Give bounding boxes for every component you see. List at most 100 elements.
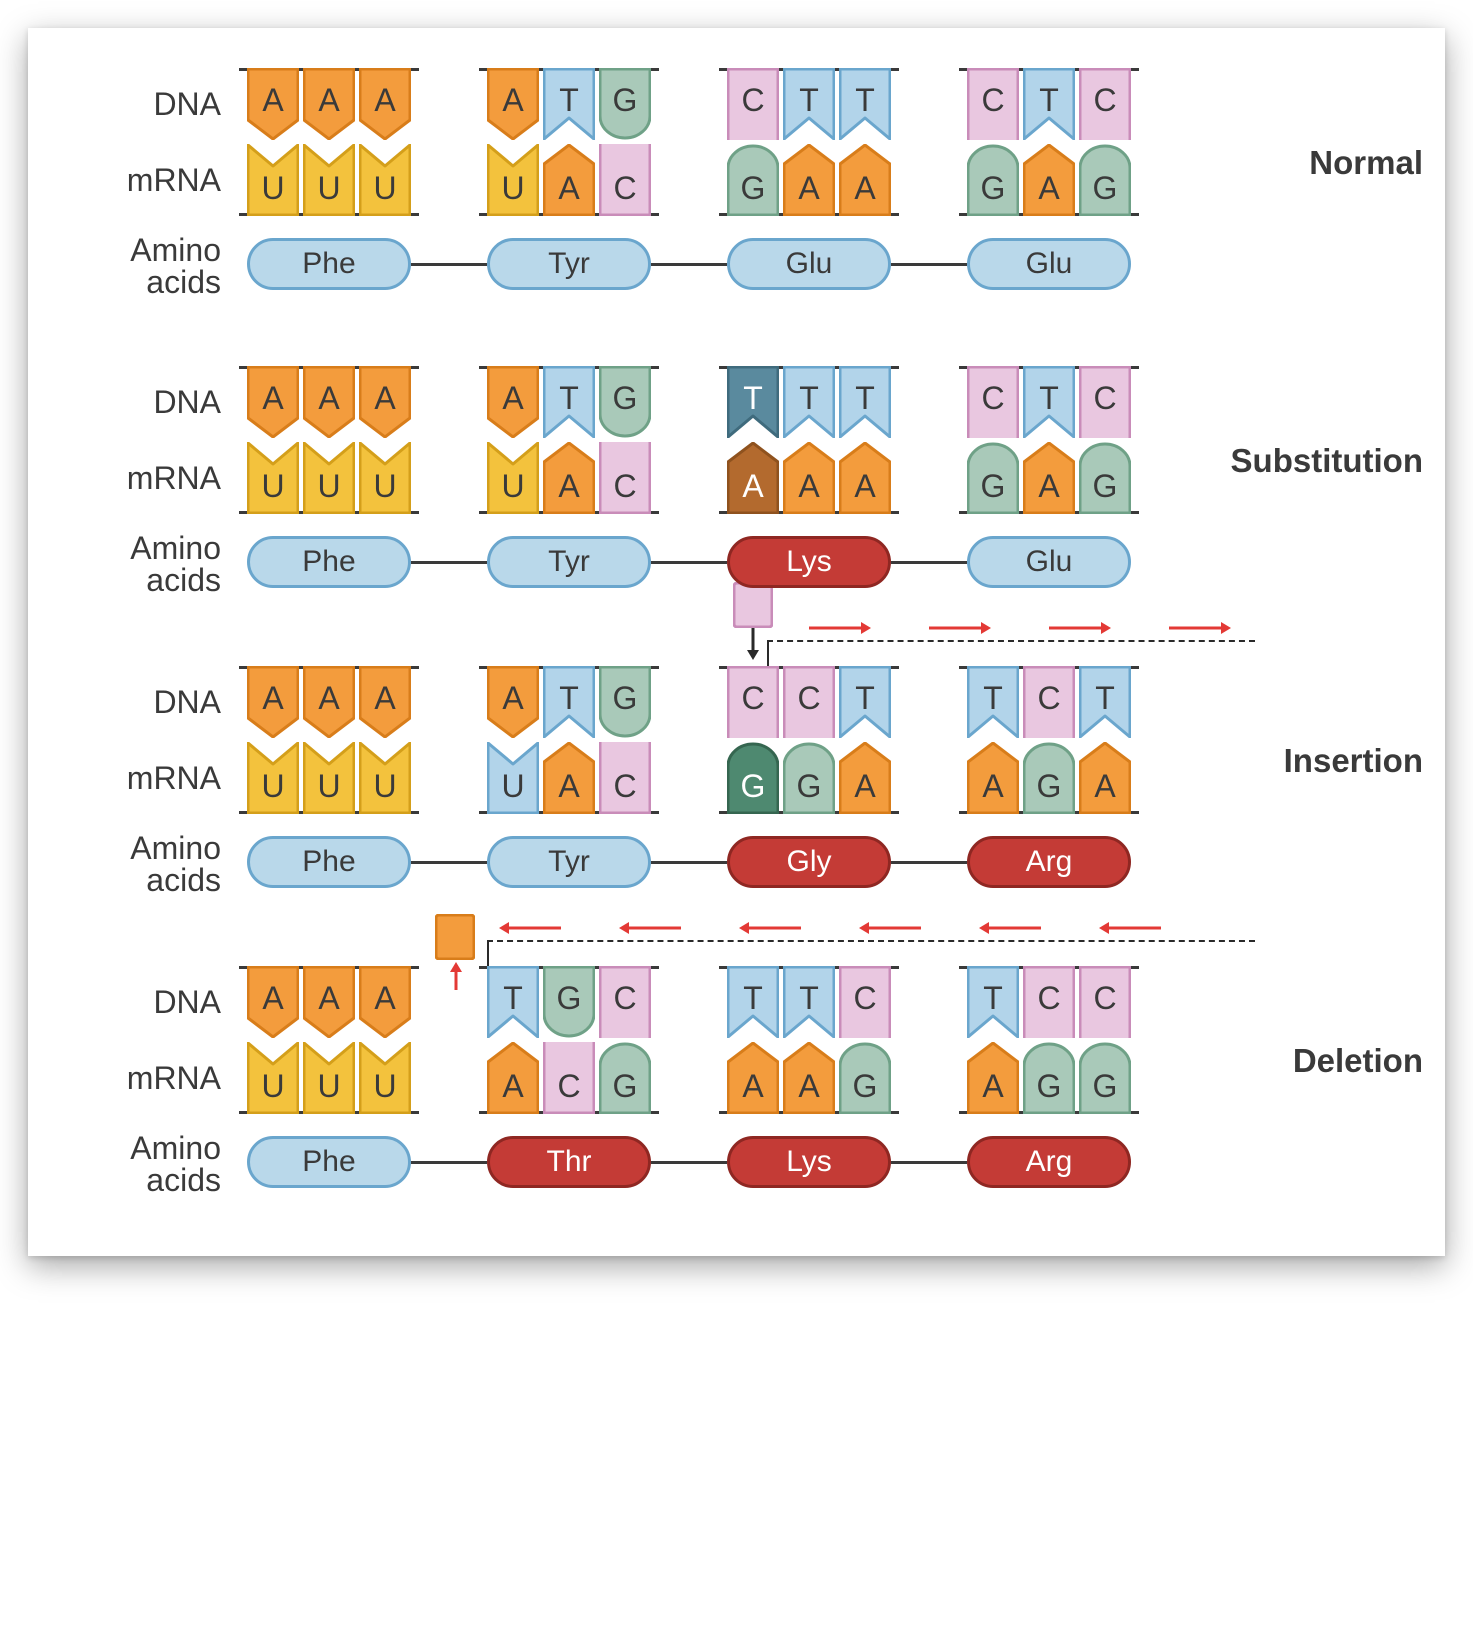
panel-normal: Normal DNA AAAATGCTTCTC mRNA UUUUACGAAGA… xyxy=(64,68,1409,298)
codon-group: ATG xyxy=(479,366,659,438)
amino-acid: Glu xyxy=(967,238,1131,290)
panel-title: Substitution xyxy=(1231,442,1423,480)
amino-acid: Lys xyxy=(727,536,891,588)
base-U: U xyxy=(247,742,299,814)
base-U: U xyxy=(247,442,299,514)
row-label-dna: DNA xyxy=(64,88,239,120)
codon-group: TTT xyxy=(719,366,899,438)
base-T: T xyxy=(967,966,1019,1038)
base-A: A xyxy=(487,666,539,738)
codon-group: CCT xyxy=(719,666,899,738)
mrna-strip: UUUUACAAAGAG xyxy=(239,442,1259,514)
codon-group: AAA xyxy=(719,442,899,514)
base-A: A xyxy=(359,666,411,738)
amino-strip: PheTyrLysGlu xyxy=(239,536,1259,592)
base-T: T xyxy=(1023,366,1075,438)
base-G: G xyxy=(1079,442,1131,514)
diagram-card: Normal DNA AAAATGCTTCTC mRNA UUUUACGAAGA… xyxy=(28,28,1445,1256)
codon-group: GAG xyxy=(959,144,1139,216)
codon-group: UAC xyxy=(479,742,659,814)
base-U: U xyxy=(487,144,539,216)
base-G: G xyxy=(727,144,779,216)
codon-group: TCT xyxy=(959,666,1139,738)
base-A: A xyxy=(303,966,355,1038)
amino-acid: Tyr xyxy=(487,836,651,888)
base-C: C xyxy=(783,666,835,738)
amino-acid: Arg xyxy=(967,1136,1131,1188)
base-C: C xyxy=(599,966,651,1038)
base-C: C xyxy=(967,366,1019,438)
base-T: T xyxy=(783,966,835,1038)
amino-strip: PheTyrGluGlu xyxy=(239,238,1259,294)
codon-group: CTT xyxy=(719,68,899,140)
base-C: C xyxy=(727,68,779,140)
base-A: A xyxy=(247,68,299,140)
base-U: U xyxy=(303,742,355,814)
base-A: A xyxy=(783,144,835,216)
base-G: G xyxy=(727,742,779,814)
mrna-strip: UUUUACGAAGAG xyxy=(239,144,1259,216)
base-C: C xyxy=(967,68,1019,140)
base-U: U xyxy=(359,144,411,216)
base-U: U xyxy=(487,442,539,514)
row-label-amino: Amino acids xyxy=(64,1132,239,1196)
base-G: G xyxy=(1079,1042,1131,1114)
base-A: A xyxy=(727,442,779,514)
base-C: C xyxy=(727,666,779,738)
base-A: A xyxy=(303,366,355,438)
codon-group: AAA xyxy=(239,666,419,738)
base-U: U xyxy=(303,442,355,514)
codon-group: GAG xyxy=(959,442,1139,514)
base-C: C xyxy=(1079,966,1131,1038)
base-G: G xyxy=(599,68,651,140)
base-T: T xyxy=(543,666,595,738)
base-T: T xyxy=(1079,666,1131,738)
base-A: A xyxy=(359,68,411,140)
codon-group: ATG xyxy=(479,666,659,738)
base-C: C xyxy=(1023,966,1075,1038)
codon-group: CTC xyxy=(959,366,1139,438)
amino-strip: PheThrLysArg xyxy=(239,1136,1259,1192)
amino-acid: Phe xyxy=(247,238,411,290)
base-A: A xyxy=(543,144,595,216)
row-label-dna: DNA xyxy=(64,986,239,1018)
base-A: A xyxy=(247,366,299,438)
panel-insertion: Insertion DNA AAAATGCCTTCT mRNA UUUUACGG… xyxy=(64,666,1409,896)
row-label-amino: Amino acids xyxy=(64,532,239,596)
base-A: A xyxy=(543,442,595,514)
codon-group: TCC xyxy=(959,966,1139,1038)
codon-group: GAA xyxy=(719,144,899,216)
panel-title: Insertion xyxy=(1284,742,1423,780)
base-A: A xyxy=(839,742,891,814)
base-T: T xyxy=(727,966,779,1038)
codon-group: GGA xyxy=(719,742,899,814)
base-C: C xyxy=(599,144,651,216)
base-T: T xyxy=(967,666,1019,738)
base-A: A xyxy=(967,742,1019,814)
base-G: G xyxy=(1023,742,1075,814)
base-G: G xyxy=(783,742,835,814)
mrna-strip: UUUUACGGAAGA xyxy=(239,742,1259,814)
base-A: A xyxy=(1023,442,1075,514)
amino-acid: Phe xyxy=(247,536,411,588)
base-T: T xyxy=(783,68,835,140)
base-U: U xyxy=(247,1042,299,1114)
amino-acid: Tyr xyxy=(487,238,651,290)
panel-substitution: Substitution DNA AAAATGTTTCTC mRNA UUUUA… xyxy=(64,366,1409,596)
codon-group: AAA xyxy=(239,366,419,438)
base-A: A xyxy=(303,68,355,140)
codon-group: UUU xyxy=(239,442,419,514)
codon-group: ATG xyxy=(479,68,659,140)
amino-acid: Thr xyxy=(487,1136,651,1188)
base-G: G xyxy=(599,1042,651,1114)
base-A: A xyxy=(1079,742,1131,814)
base-A: A xyxy=(839,144,891,216)
base-T: T xyxy=(543,366,595,438)
base-A: A xyxy=(487,366,539,438)
base-T: T xyxy=(487,966,539,1038)
base-U: U xyxy=(359,742,411,814)
base-C: C xyxy=(543,1042,595,1114)
codon-group: CTC xyxy=(959,68,1139,140)
row-label-dna: DNA xyxy=(64,686,239,718)
amino-acid: Arg xyxy=(967,836,1131,888)
